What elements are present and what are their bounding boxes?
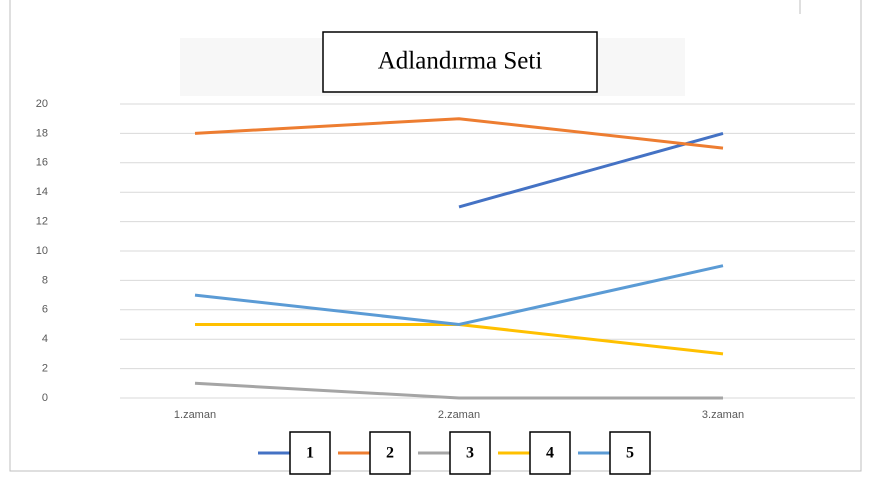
y-tick-label: 2	[42, 363, 48, 375]
chart-frame	[9, 0, 862, 472]
legend-label: 3	[466, 445, 474, 462]
legend-box	[289, 431, 331, 475]
series-line	[458, 131, 724, 209]
legend-box	[609, 431, 651, 475]
legend-box	[529, 431, 571, 475]
legend-box	[369, 431, 411, 475]
y-tick-label: 18	[36, 127, 48, 139]
legend-label: 4	[546, 445, 554, 462]
y-tick-label: 14	[36, 186, 48, 198]
title-box	[322, 31, 598, 93]
y-tick-label: 10	[36, 245, 48, 257]
x-tick-label: 2.zaman	[438, 409, 480, 421]
series-line	[194, 381, 723, 400]
y-tick-label: 6	[42, 304, 48, 316]
series-line	[194, 264, 724, 327]
legend-label: 5	[626, 445, 634, 462]
chart-title: Adlandırma Seti	[378, 48, 543, 75]
legend-label: 2	[386, 445, 394, 462]
legend-box	[449, 431, 491, 475]
y-tick-label: 8	[42, 274, 48, 286]
y-tick-label: 20	[36, 98, 48, 110]
legend-label: 1	[306, 445, 314, 462]
x-tick-label: 3.zaman	[702, 409, 744, 421]
series-line	[194, 117, 724, 150]
y-tick-label: 0	[42, 392, 48, 404]
y-tick-label: 12	[36, 216, 48, 228]
y-tick-label: 16	[36, 157, 48, 169]
y-tick-label: 4	[42, 333, 48, 345]
x-tick-label: 1.zaman	[174, 409, 216, 421]
